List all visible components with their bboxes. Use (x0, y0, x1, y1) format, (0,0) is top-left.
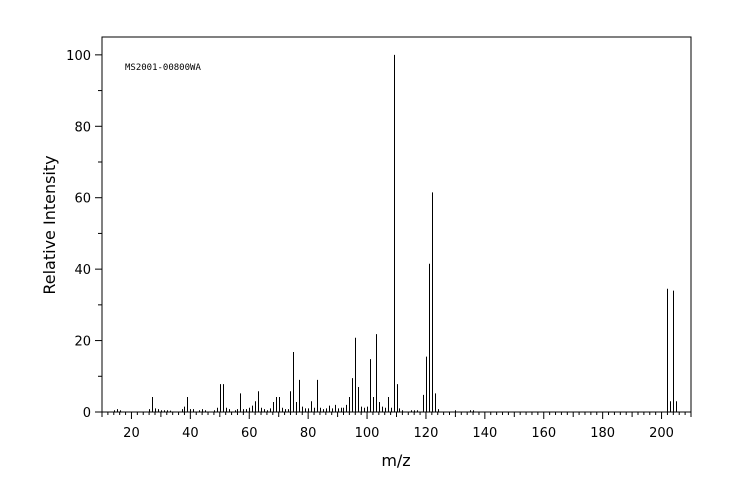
x-tick-label: 180 (590, 426, 615, 441)
spectrum-id-annotation: MS2001-00800WA (125, 63, 201, 73)
y-axis-ticks: 0 20 40 60 80 100 (66, 49, 102, 421)
x-axis-ticks: 20 40 60 80 100 120 140 160 180 200 (101, 412, 692, 441)
y-tick-label: 40 (74, 263, 91, 278)
y-tick-label: 80 (74, 120, 91, 135)
x-tick-label: 40 (182, 426, 199, 441)
y-tick-label: 20 (74, 335, 91, 350)
spectrum-peaks (114, 54, 677, 412)
x-tick-label: 160 (531, 426, 556, 441)
x-tick-label: 20 (123, 426, 140, 441)
x-tick-label: 140 (472, 426, 497, 441)
x-tick-label: 80 (300, 426, 317, 441)
plot-frame (101, 36, 692, 413)
x-tick-label: 60 (241, 426, 258, 441)
x-axis-title: m/z (381, 451, 410, 470)
y-tick-label: 0 (83, 406, 91, 421)
x-tick-label: 120 (414, 426, 439, 441)
y-tick-label: 100 (66, 49, 91, 64)
y-axis-title: Relative Intensity (40, 155, 59, 294)
x-tick-label: 200 (649, 426, 674, 441)
y-tick-label: 60 (74, 192, 91, 207)
x-tick-label: 100 (355, 426, 380, 441)
